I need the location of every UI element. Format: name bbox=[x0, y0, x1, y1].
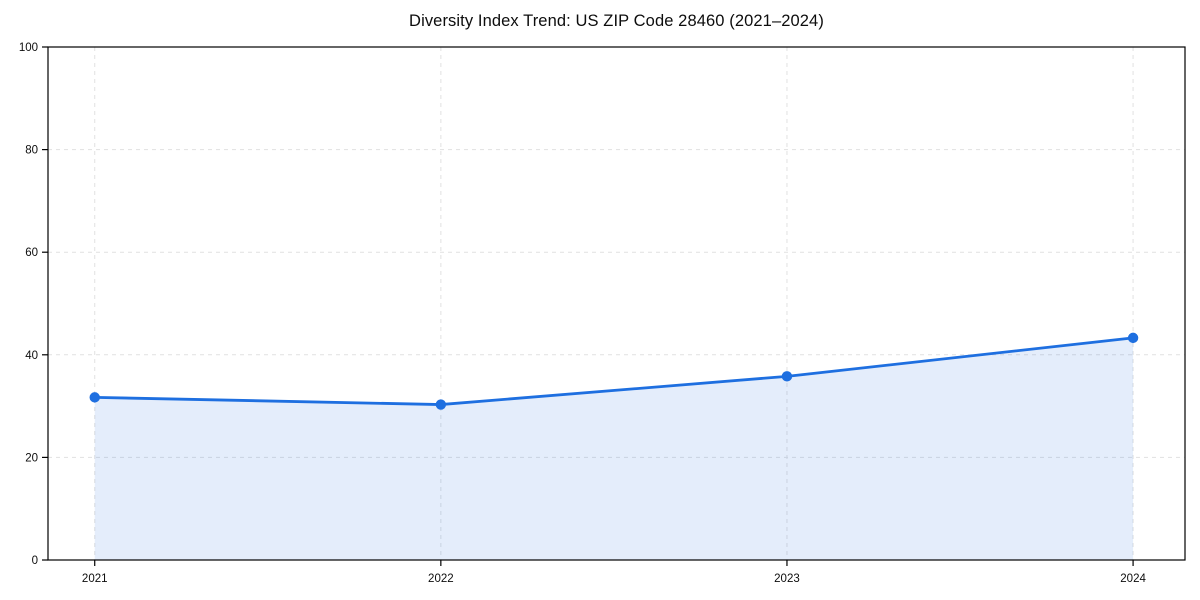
data-point bbox=[89, 392, 100, 403]
plot-border bbox=[47, 46, 1186, 561]
chart-title: Diversity Index Trend: US ZIP Code 28460… bbox=[409, 12, 824, 30]
x-axis-tick-label: 2021 bbox=[82, 573, 108, 585]
y-axis-tick-label: 100 bbox=[19, 42, 38, 54]
x-axis-tick-label: 2024 bbox=[1120, 573, 1146, 585]
y-axis-tick-label: 0 bbox=[32, 555, 38, 567]
x-axis-tick-label: 2022 bbox=[428, 573, 454, 585]
data-point bbox=[435, 399, 447, 410]
data-point bbox=[1127, 332, 1139, 344]
y-axis-tick-label: 40 bbox=[25, 350, 38, 362]
data-series-line bbox=[93, 336, 1135, 406]
y-axis-tick-label: 80 bbox=[25, 145, 38, 157]
y-axis-tick-label: 60 bbox=[25, 247, 38, 259]
x-axis-tick-label: 2023 bbox=[774, 573, 800, 585]
y-axis-tick-label: 20 bbox=[25, 452, 38, 464]
data-point bbox=[781, 371, 793, 382]
area-fill bbox=[94, 337, 1134, 560]
